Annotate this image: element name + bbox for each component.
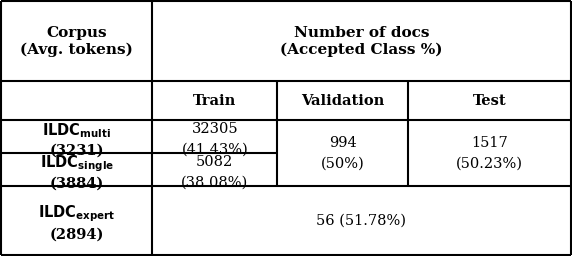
Text: (3231): (3231)	[50, 144, 104, 158]
Text: Train: Train	[193, 94, 236, 108]
Text: 994: 994	[329, 136, 357, 150]
Text: $\mathbf{ILDC}_{\mathbf{multi}}$: $\mathbf{ILDC}_{\mathbf{multi}}$	[42, 121, 112, 140]
Text: $\mathbf{ILDC}_{\mathbf{expert}}$: $\mathbf{ILDC}_{\mathbf{expert}}$	[38, 204, 116, 225]
Text: 32305: 32305	[192, 122, 238, 136]
Text: (50.23%): (50.23%)	[456, 156, 523, 170]
Text: (41.43%): (41.43%)	[181, 143, 248, 156]
Text: $\mathbf{ILDC}_{\mathbf{single}}$: $\mathbf{ILDC}_{\mathbf{single}}$	[40, 153, 114, 174]
Text: Validation: Validation	[301, 94, 384, 108]
Text: (38.08%): (38.08%)	[181, 175, 248, 189]
Text: (3884): (3884)	[50, 177, 104, 191]
Text: (50%): (50%)	[321, 156, 365, 170]
Text: (2894): (2894)	[50, 227, 104, 241]
Text: 1517: 1517	[471, 136, 508, 150]
Text: 56 (51.78%): 56 (51.78%)	[316, 214, 407, 227]
Text: Corpus
(Avg. tokens): Corpus (Avg. tokens)	[21, 26, 133, 57]
Text: Test: Test	[472, 94, 506, 108]
Text: 5082: 5082	[196, 155, 233, 169]
Text: Number of docs
(Accepted Class %): Number of docs (Accepted Class %)	[280, 26, 443, 57]
